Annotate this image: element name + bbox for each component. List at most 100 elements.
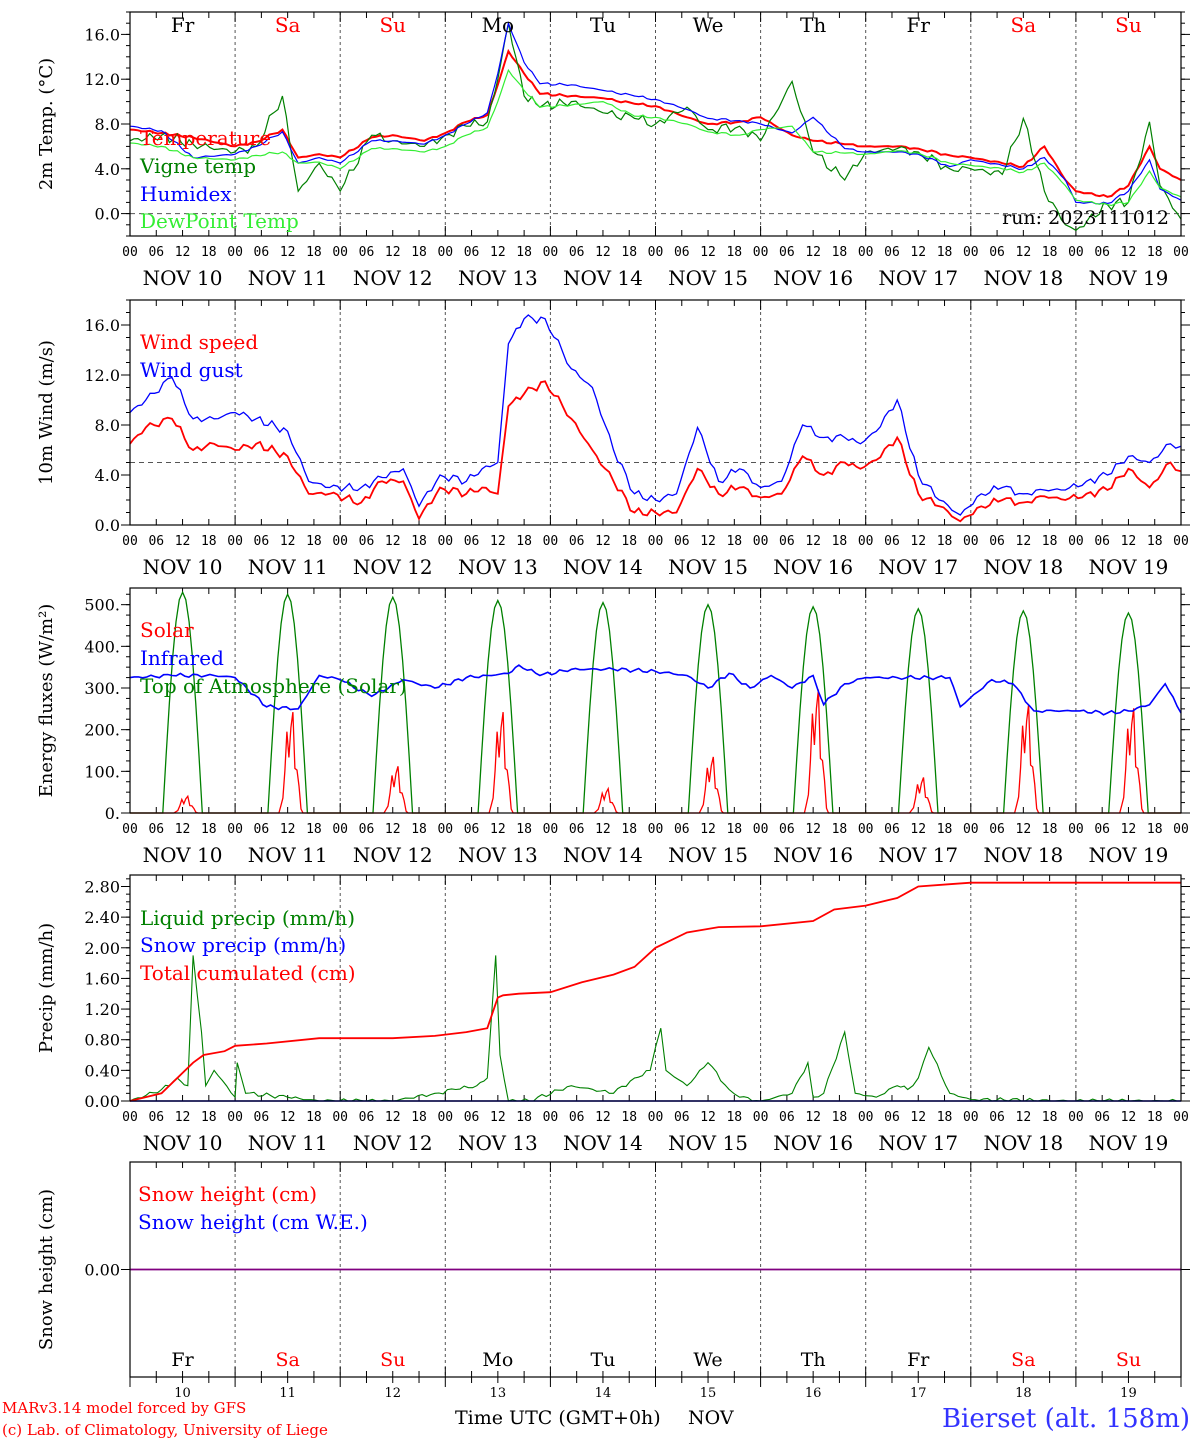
day-name: We: [693, 1349, 722, 1371]
hour-label: 18: [516, 245, 532, 260]
hour-label: 12: [1016, 822, 1032, 837]
y-tick-label: 16.0: [84, 25, 120, 44]
hour-label: 06: [464, 1110, 480, 1125]
hour-label: 00: [227, 822, 243, 837]
y-tick-label: 200.: [84, 721, 120, 740]
date-label: NOV 16: [773, 1131, 853, 1155]
hour-label: 18: [621, 534, 637, 549]
wind-speed-line: [129, 380, 1182, 523]
day-number: 18: [1015, 1386, 1032, 1401]
lab-credit: (c) Lab. of Climatology, University of L…: [2, 1421, 328, 1439]
hour-label: 00: [963, 534, 979, 549]
legend-entry: Total cumulated (cm): [140, 961, 356, 985]
day-number: 14: [595, 1386, 612, 1401]
day-name: Su: [379, 13, 406, 37]
hour-label: 06: [989, 1110, 1005, 1125]
panel-3: 0. 100. 200. 300. 400. 500. Energy fluxes (W/m…: [36, 587, 1190, 867]
hour-label: 12: [910, 1110, 926, 1125]
hour-label: 00: [1068, 1110, 1084, 1125]
hour-label: 06: [1094, 1110, 1110, 1125]
hour-label: 12: [1121, 822, 1137, 837]
hour-label: 18: [1147, 822, 1163, 837]
y-tick-label: 300.: [84, 679, 120, 698]
hour-label: 00: [963, 822, 979, 837]
hour-label: 18: [411, 534, 427, 549]
run-label: run: 2023111012: [1002, 207, 1169, 229]
hour-label: 12: [280, 1110, 296, 1125]
total-cumulated-cm-line: [129, 881, 1181, 1102]
hour-label: 06: [464, 822, 480, 837]
hour-label: 06: [674, 1110, 690, 1125]
hour-label: 00: [1173, 822, 1189, 837]
hour-label: 12: [385, 822, 401, 837]
y-tick-label: 1.20: [84, 1000, 120, 1019]
hour-label: 00: [648, 1110, 664, 1125]
date-label: NOV 13: [458, 555, 538, 579]
hour-label: 12: [595, 822, 611, 837]
day-number: 13: [490, 1386, 507, 1401]
hour-label: 06: [1094, 245, 1110, 260]
hour-label: 00: [122, 245, 138, 260]
hour-label: 12: [175, 534, 191, 549]
hour-label: 00: [122, 534, 138, 549]
hour-label: 06: [884, 1110, 900, 1125]
dewpoint-temp-line: [129, 68, 1182, 207]
hour-label: 00: [1068, 245, 1084, 260]
day-number: 19: [1120, 1386, 1137, 1401]
legend-entry: Wind speed: [140, 330, 258, 354]
date-label: NOV 18: [983, 266, 1063, 290]
hour-label: 18: [937, 245, 953, 260]
day-name: Sa: [275, 1349, 299, 1371]
hour-label: 18: [832, 245, 848, 260]
date-label: NOV 16: [773, 843, 853, 867]
date-label: NOV 17: [878, 843, 958, 867]
y-tick-label: 4.0: [95, 466, 120, 485]
hour-label: 06: [359, 534, 375, 549]
date-label: NOV 10: [143, 555, 223, 579]
hour-label: 18: [726, 534, 742, 549]
meteogram-panels: 0.0 4.0 8.0 12.0 16.0 2m Temp. (°C) Temperatur…: [36, 11, 1190, 1401]
hour-label: 00: [543, 1110, 559, 1125]
legend-entry: Snow precip (mm/h): [140, 933, 346, 957]
panel-5: 0.00 Snow height (cm) Snow height (cm) Snow…: [36, 1161, 1190, 1401]
hour-label: 06: [779, 245, 795, 260]
hour-label: 12: [1121, 534, 1137, 549]
y-tick-label: 500.: [84, 596, 120, 615]
hour-label: 06: [989, 245, 1005, 260]
hour-label: 00: [227, 245, 243, 260]
hour-label: 00: [858, 534, 874, 549]
hour-label: 18: [1147, 1110, 1163, 1125]
day-name: Tu: [590, 13, 616, 37]
date-label: NOV 13: [458, 266, 538, 290]
date-label: NOV 14: [563, 843, 643, 867]
hour-label: 12: [700, 534, 716, 549]
date-label: NOV 11: [248, 843, 328, 867]
panel-2: 0.0 4.0 8.0 12.0 16.0 10m Wind (m/s) Wind spee…: [36, 299, 1190, 579]
hour-label: 12: [910, 822, 926, 837]
date-label: NOV 15: [668, 266, 748, 290]
hour-label: 18: [1147, 245, 1163, 260]
date-label: NOV 11: [248, 555, 328, 579]
day-name: Su: [380, 1349, 405, 1371]
hour-label: 18: [306, 245, 322, 260]
hour-label: 06: [569, 245, 585, 260]
hour-label: 12: [490, 1110, 506, 1125]
hour-label: 06: [989, 822, 1005, 837]
footer: MARv3.14 model forced by GFS (c) Lab. of…: [2, 1399, 1190, 1439]
day-name: Fr: [907, 1349, 930, 1371]
date-label: NOV 14: [563, 555, 643, 579]
hour-label: 00: [753, 1110, 769, 1125]
hour-label: 00: [753, 534, 769, 549]
date-label: NOV 19: [1089, 843, 1169, 867]
hour-label: 06: [569, 822, 585, 837]
hour-label: 06: [674, 534, 690, 549]
hour-label: 12: [280, 534, 296, 549]
hour-label: 00: [332, 822, 348, 837]
hour-label: 06: [464, 534, 480, 549]
hour-label: 06: [1094, 534, 1110, 549]
hour-label: 18: [201, 1110, 217, 1125]
hour-label: 18: [1042, 1110, 1058, 1125]
hour-label: 18: [306, 534, 322, 549]
hour-label: 12: [490, 245, 506, 260]
date-label: NOV 12: [353, 1131, 433, 1155]
